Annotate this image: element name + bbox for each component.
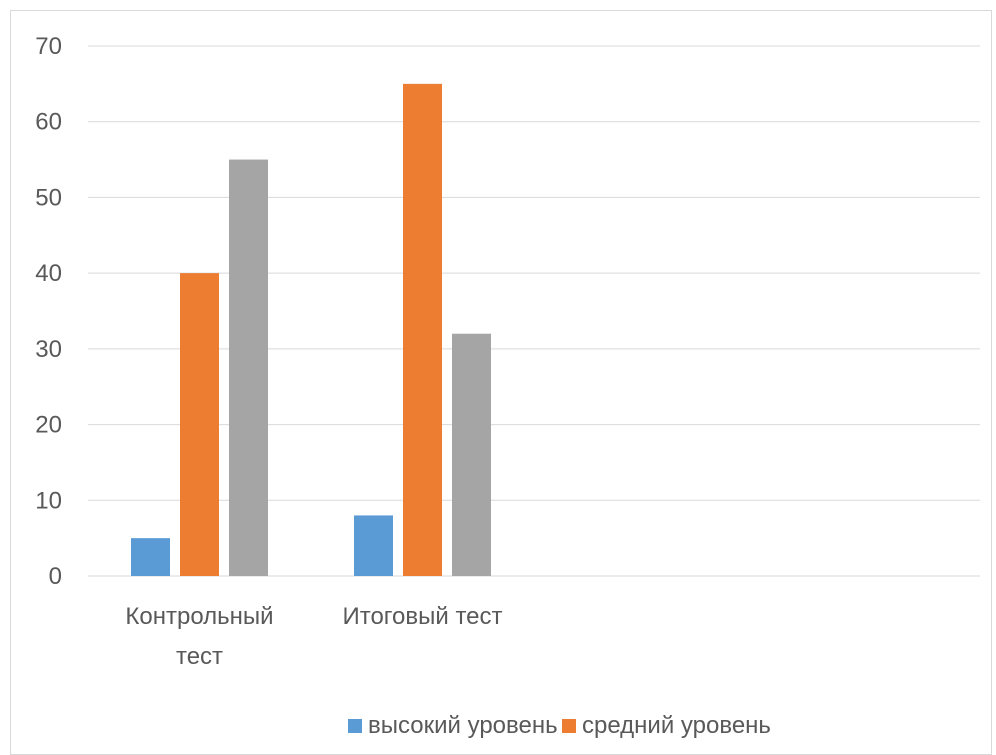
y-tick-label: 30 [35, 336, 62, 363]
legend: высокий уровень средний уровень [348, 712, 771, 739]
x-category-label: Контрольный [125, 603, 273, 630]
bars [131, 83, 491, 577]
bar-series3-category2 [452, 333, 491, 576]
y-tick-label: 50 [35, 184, 62, 211]
y-tick-label: 0 [49, 563, 62, 590]
bar-series3-category1 [229, 159, 268, 577]
bar-series1-category1 [131, 538, 170, 576]
bar-series1-category2 [354, 515, 393, 576]
chart-frame [10, 10, 992, 755]
gridlines [88, 45, 980, 577]
x-axis-labels: Контрольный тест Итоговый тест [125, 603, 502, 670]
legend-label-2: средний уровень [582, 712, 771, 739]
y-tick-label: 60 [35, 109, 62, 136]
legend-swatch-1 [348, 719, 362, 733]
y-tick-label: 10 [35, 487, 62, 514]
legend-swatch-2 [562, 719, 576, 733]
y-tick-label: 20 [35, 412, 62, 439]
x-category-label: тест [176, 643, 223, 670]
y-tick-label: 70 [35, 33, 62, 60]
x-category-label: Итоговый тест [342, 603, 502, 630]
bar-series2-category2 [403, 83, 442, 576]
y-axis-ticks: 0 10 20 30 40 50 60 70 [35, 33, 62, 590]
bar-series2-category1 [180, 273, 219, 576]
legend-label-1: высокий уровень [368, 712, 558, 739]
y-tick-label: 40 [35, 260, 62, 287]
